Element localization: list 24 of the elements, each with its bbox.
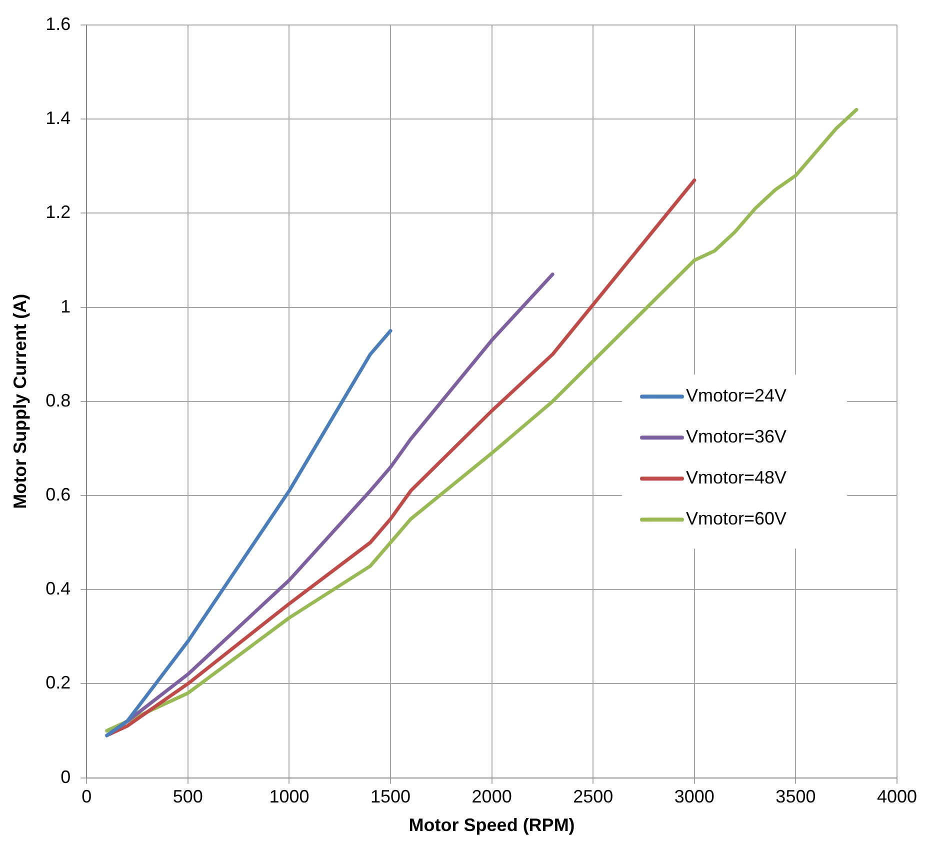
x-tick-label: 3500	[776, 786, 816, 807]
y-tick-label: 0.4	[46, 578, 71, 599]
legend-label: Vmotor=24V	[686, 386, 787, 406]
y-tick-label: 0.6	[46, 484, 71, 504]
legend-label: Vmotor=36V	[686, 426, 787, 447]
x-tick-label: 0	[82, 786, 92, 807]
y-tick-label: 1.4	[46, 108, 71, 128]
y-tick-label: 1.2	[46, 202, 71, 222]
y-tick-label: 0.2	[46, 672, 71, 693]
x-tick-label: 1000	[269, 786, 310, 807]
x-tick-label: 2000	[472, 786, 512, 807]
y-tick-label: 0	[60, 766, 71, 787]
x-tick-label: 3000	[674, 786, 714, 807]
x-tick-label: 2500	[573, 786, 614, 807]
legend-label: Vmotor=48V	[686, 468, 787, 488]
x-tick-label: 4000	[876, 786, 918, 807]
y-tick-label: 1	[60, 296, 71, 316]
x-tick-label: 1500	[370, 786, 411, 807]
y-tick-label: 0.8	[46, 390, 71, 410]
legend-label: Vmotor=60V	[686, 508, 787, 529]
x-tick-label: 500	[172, 786, 203, 807]
y-tick-label: 1.6	[46, 14, 71, 34]
y-axis-title: Motor Supply Current (A)	[10, 294, 30, 509]
x-axis-title: Motor Speed (RPM)	[408, 815, 575, 836]
